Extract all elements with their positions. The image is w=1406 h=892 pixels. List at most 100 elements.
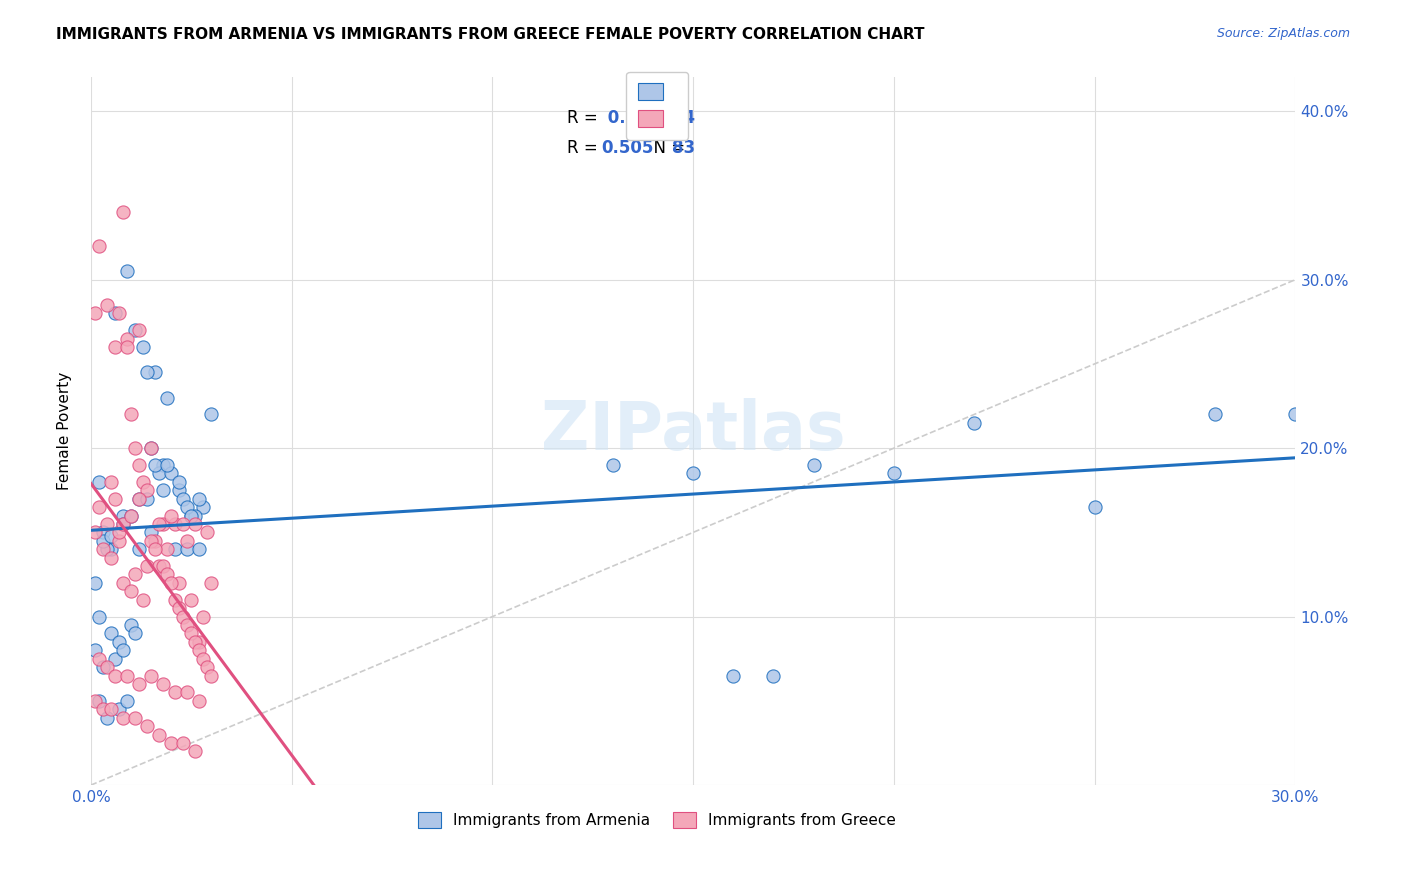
Point bbox=[184, 635, 207, 649]
Point bbox=[84, 694, 107, 708]
Point bbox=[112, 508, 135, 523]
Point bbox=[143, 542, 166, 557]
Point bbox=[167, 475, 190, 489]
Point bbox=[195, 525, 218, 540]
Point bbox=[128, 323, 150, 337]
Point bbox=[108, 635, 131, 649]
Point bbox=[160, 508, 183, 523]
Point bbox=[193, 500, 215, 514]
Text: R =: R = bbox=[567, 139, 603, 157]
Point bbox=[132, 340, 155, 354]
Point bbox=[195, 660, 218, 674]
Point bbox=[165, 592, 187, 607]
Point bbox=[165, 542, 187, 557]
Point bbox=[152, 458, 174, 472]
Point bbox=[188, 491, 211, 506]
Point bbox=[156, 542, 179, 557]
Point bbox=[180, 592, 202, 607]
Point bbox=[100, 542, 122, 557]
Point bbox=[120, 584, 142, 599]
Point bbox=[143, 458, 166, 472]
Point bbox=[883, 467, 905, 481]
Point bbox=[184, 508, 207, 523]
Point bbox=[167, 483, 190, 498]
Point bbox=[91, 525, 114, 540]
Point bbox=[141, 441, 163, 455]
Point bbox=[167, 575, 190, 590]
Point bbox=[132, 592, 155, 607]
Point bbox=[152, 677, 174, 691]
Point bbox=[165, 685, 187, 699]
Point bbox=[188, 643, 211, 657]
Point bbox=[108, 702, 131, 716]
Point bbox=[176, 500, 198, 514]
Y-axis label: Female Poverty: Female Poverty bbox=[58, 372, 72, 491]
Text: Source: ZipAtlas.com: Source: ZipAtlas.com bbox=[1216, 27, 1350, 40]
Point bbox=[108, 533, 131, 548]
Point bbox=[156, 458, 179, 472]
Point bbox=[100, 529, 122, 543]
Point bbox=[1084, 500, 1107, 514]
Point bbox=[602, 458, 624, 472]
Point bbox=[172, 516, 194, 531]
Point bbox=[84, 525, 107, 540]
Point bbox=[132, 475, 155, 489]
Point bbox=[115, 694, 138, 708]
Point bbox=[100, 550, 122, 565]
Point bbox=[87, 500, 110, 514]
Point bbox=[176, 533, 198, 548]
Point bbox=[723, 668, 745, 682]
Point bbox=[112, 516, 135, 531]
Point bbox=[156, 567, 179, 582]
Text: R =: R = bbox=[567, 110, 603, 128]
Point bbox=[963, 416, 986, 430]
Text: IMMIGRANTS FROM ARMENIA VS IMMIGRANTS FROM GREECE FEMALE POVERTY CORRELATION CHA: IMMIGRANTS FROM ARMENIA VS IMMIGRANTS FR… bbox=[56, 27, 925, 42]
Point bbox=[91, 660, 114, 674]
Point bbox=[136, 491, 159, 506]
Point bbox=[128, 458, 150, 472]
Point bbox=[96, 660, 118, 674]
Point bbox=[100, 626, 122, 640]
Point bbox=[180, 626, 202, 640]
Text: ZIPatlas: ZIPatlas bbox=[541, 398, 845, 464]
Point bbox=[143, 533, 166, 548]
Point bbox=[115, 332, 138, 346]
Point bbox=[167, 601, 190, 615]
Point bbox=[128, 677, 150, 691]
Point bbox=[96, 711, 118, 725]
Point bbox=[87, 239, 110, 253]
Point bbox=[124, 711, 146, 725]
Point bbox=[141, 525, 163, 540]
Point bbox=[176, 618, 198, 632]
Point bbox=[1284, 408, 1306, 422]
Point bbox=[160, 575, 183, 590]
Point bbox=[124, 323, 146, 337]
Point bbox=[762, 668, 785, 682]
Point bbox=[141, 533, 163, 548]
Point bbox=[200, 575, 222, 590]
Point bbox=[188, 694, 211, 708]
Point bbox=[112, 205, 135, 219]
Point bbox=[141, 668, 163, 682]
Point bbox=[152, 516, 174, 531]
Point bbox=[152, 559, 174, 574]
Point bbox=[148, 727, 170, 741]
Point bbox=[91, 702, 114, 716]
Point bbox=[136, 559, 159, 574]
Point bbox=[172, 736, 194, 750]
Point bbox=[104, 340, 127, 354]
Point bbox=[84, 643, 107, 657]
Point bbox=[1204, 408, 1226, 422]
Point bbox=[193, 609, 215, 624]
Point bbox=[124, 626, 146, 640]
Point bbox=[112, 643, 135, 657]
Point bbox=[120, 508, 142, 523]
Point bbox=[136, 719, 159, 733]
Point bbox=[148, 559, 170, 574]
Point bbox=[148, 516, 170, 531]
Point bbox=[120, 618, 142, 632]
Point bbox=[104, 668, 127, 682]
Point bbox=[184, 744, 207, 758]
Point bbox=[165, 516, 187, 531]
Point bbox=[172, 609, 194, 624]
